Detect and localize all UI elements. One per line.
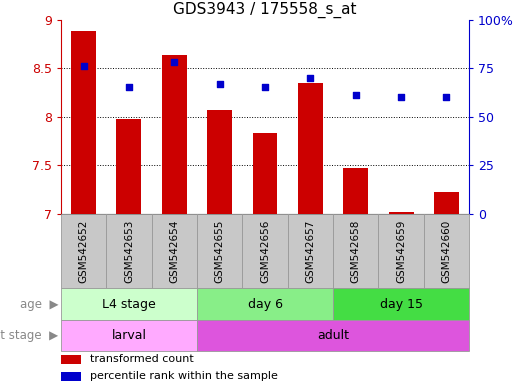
Text: GSM542655: GSM542655 [215, 219, 225, 283]
Bar [298, 83, 323, 214]
Text: GSM542659: GSM542659 [396, 219, 406, 283]
Text: age  ▶: age ▶ [20, 298, 58, 311]
Text: GSM542654: GSM542654 [169, 219, 179, 283]
Bar [61, 214, 107, 288]
Text: GSM542660: GSM542660 [441, 219, 452, 283]
Bar [197, 320, 469, 351]
Text: percentile rank within the sample: percentile rank within the sample [90, 371, 277, 381]
Text: L4 stage: L4 stage [102, 298, 156, 311]
Point [125, 84, 133, 91]
Point [261, 84, 269, 91]
Bar [423, 214, 469, 288]
Bar [61, 355, 82, 364]
Bar [378, 214, 423, 288]
Text: adult: adult [317, 329, 349, 342]
Bar [61, 288, 197, 320]
Title: GDS3943 / 175558_s_at: GDS3943 / 175558_s_at [173, 2, 357, 18]
Text: GSM542656: GSM542656 [260, 219, 270, 283]
Bar [197, 288, 333, 320]
Text: larval: larval [111, 329, 146, 342]
Bar [207, 110, 232, 214]
Bar [107, 214, 152, 288]
Point [80, 63, 88, 69]
Bar [242, 214, 288, 288]
Bar [343, 168, 368, 214]
Bar [152, 214, 197, 288]
Text: GSM542658: GSM542658 [351, 219, 361, 283]
Bar [333, 214, 378, 288]
Bar [117, 119, 142, 214]
Point [351, 92, 360, 98]
Bar [197, 214, 242, 288]
Text: GSM542657: GSM542657 [305, 219, 315, 283]
Bar [333, 288, 469, 320]
Text: day 6: day 6 [248, 298, 282, 311]
Text: development stage  ▶: development stage ▶ [0, 329, 58, 342]
Bar [288, 214, 333, 288]
Bar [61, 320, 197, 351]
Bar [71, 31, 96, 214]
Point [397, 94, 405, 100]
Text: GSM542653: GSM542653 [124, 219, 134, 283]
Text: transformed count: transformed count [90, 354, 193, 364]
Bar [252, 133, 278, 214]
Bar [162, 55, 187, 214]
Bar [434, 192, 459, 214]
Point [215, 81, 224, 87]
Point [170, 59, 179, 65]
Text: GSM542652: GSM542652 [78, 219, 89, 283]
Text: day 15: day 15 [379, 298, 422, 311]
Point [306, 74, 315, 81]
Point [442, 94, 450, 100]
Bar [388, 212, 413, 214]
Bar [61, 372, 82, 381]
